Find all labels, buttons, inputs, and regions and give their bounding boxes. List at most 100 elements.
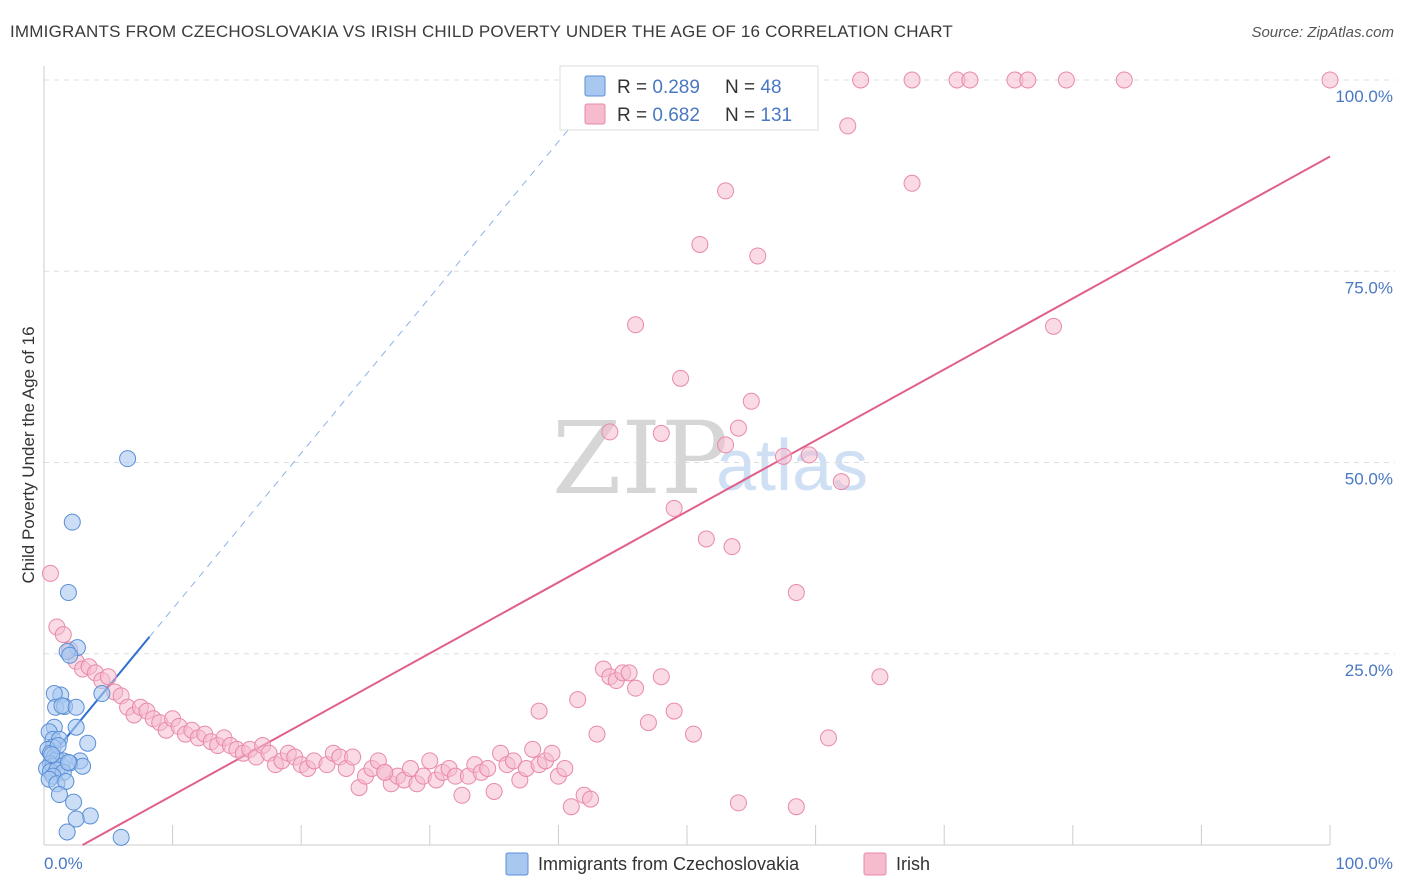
point-irish <box>582 790 600 808</box>
point-czechoslovakia <box>79 734 97 752</box>
point-irish <box>54 626 72 644</box>
svg-text:N = 48: N = 48 <box>725 77 782 98</box>
point-irish <box>871 668 889 686</box>
point-irish <box>504 752 522 770</box>
point-czechoslovakia <box>63 513 81 531</box>
point-irish <box>742 392 760 410</box>
point-irish <box>832 473 850 491</box>
watermark-zip: ZIP <box>552 400 728 517</box>
point-irish <box>524 740 542 758</box>
point-irish <box>672 369 690 387</box>
point-irish <box>723 538 741 556</box>
bottom-legend: Immigrants from Czechoslovakia Irish <box>505 852 930 876</box>
point-irish <box>99 668 117 686</box>
point-irish <box>787 798 805 816</box>
point-czechoslovakia <box>93 685 111 703</box>
point-irish <box>453 786 471 804</box>
point-czechoslovakia <box>61 646 79 664</box>
point-czechoslovakia <box>74 757 92 775</box>
point-irish <box>402 760 420 777</box>
point-czechoslovakia <box>81 807 99 825</box>
y-axis-label: Child Poverty Under the Age of 16 <box>19 326 38 583</box>
point-irish <box>41 564 59 582</box>
stats-n-label: N = <box>725 77 760 98</box>
watermark-atlas: atlas <box>716 426 868 506</box>
point-irish <box>485 782 503 800</box>
stats-n-label: N = <box>725 105 760 126</box>
chart-source: Source: ZipAtlas.com <box>1251 24 1394 41</box>
point-irish <box>961 71 979 89</box>
point-irish <box>344 748 362 766</box>
legend-swatch-czechoslovakia <box>505 852 529 876</box>
point-irish <box>376 763 394 781</box>
point-irish <box>556 760 574 777</box>
point-irish <box>601 423 619 441</box>
point-irish <box>697 530 715 548</box>
point-irish <box>1019 71 1037 89</box>
point-czechoslovakia <box>59 753 77 771</box>
trend-line-czechoslovakia-extension <box>149 110 585 638</box>
point-irish <box>1045 317 1063 335</box>
point-irish <box>562 798 580 816</box>
stats-r-label: R = <box>617 77 652 98</box>
point-irish <box>800 446 818 464</box>
axes <box>43 66 1331 846</box>
point-czechoslovakia <box>58 823 76 841</box>
legend-swatch-irish <box>863 852 887 876</box>
point-irish <box>588 725 606 743</box>
point-irish <box>729 419 747 437</box>
point-czechoslovakia <box>50 786 68 804</box>
x-tick-label: 0.0% <box>44 854 83 873</box>
point-irish <box>729 794 747 812</box>
point-irish <box>852 71 870 89</box>
point-irish <box>1057 71 1075 89</box>
point-irish <box>819 729 837 747</box>
point-irish <box>717 182 735 200</box>
point-irish <box>787 584 805 602</box>
y-tick-label: 75.0% <box>1345 278 1393 297</box>
stats-r-value: 0.682 <box>652 105 700 126</box>
point-irish <box>774 447 792 465</box>
tick-labels: 25.0% 50.0% 75.0% 100.0% 0.0% 100.0% <box>44 87 1393 873</box>
point-czechoslovakia <box>67 718 85 736</box>
stats-legend-swatch-blue <box>584 75 606 97</box>
legend-label-czechoslovakia: Immigrants from Czechoslovakia <box>538 854 800 874</box>
svg-text:R = 0.682: R = 0.682 <box>617 105 700 126</box>
point-irish <box>652 668 670 686</box>
point-irish <box>665 499 683 517</box>
point-irish <box>652 424 670 442</box>
point-czechoslovakia <box>59 584 77 602</box>
stats-r-value: 0.289 <box>652 77 700 98</box>
point-irish <box>620 664 638 682</box>
stats-r-label: R = <box>617 105 652 126</box>
point-irish <box>684 725 702 743</box>
point-czechoslovakia <box>119 450 137 468</box>
stats-legend-swatch-pink <box>584 103 606 125</box>
point-irish <box>639 714 657 732</box>
svg-text:R = 0.289: R = 0.289 <box>617 77 700 98</box>
point-irish <box>839 117 857 135</box>
point-czechoslovakia <box>67 698 85 716</box>
point-irish <box>717 436 735 454</box>
y-tick-label: 100.0% <box>1335 87 1393 106</box>
point-irish <box>479 760 497 777</box>
point-irish <box>691 235 709 253</box>
trend-line-irish <box>82 155 1331 846</box>
point-irish <box>421 752 439 770</box>
point-czechoslovakia <box>53 697 71 715</box>
point-czechoslovakia <box>65 793 83 811</box>
point-irish <box>665 702 683 720</box>
stats-n-value: 131 <box>760 105 792 126</box>
point-irish <box>903 174 921 192</box>
point-irish <box>530 702 548 720</box>
legend-label-irish: Irish <box>896 854 930 874</box>
y-tick-label: 25.0% <box>1345 661 1393 680</box>
point-irish <box>1115 71 1133 89</box>
point-irish <box>627 679 645 697</box>
point-irish <box>1321 71 1339 89</box>
point-irish <box>749 247 767 265</box>
stats-n-value: 48 <box>760 77 781 98</box>
point-czechoslovakia <box>112 828 130 846</box>
point-irish <box>627 316 645 334</box>
chart-title: IMMIGRANTS FROM CZECHOSLOVAKIA VS IRISH … <box>10 22 953 41</box>
